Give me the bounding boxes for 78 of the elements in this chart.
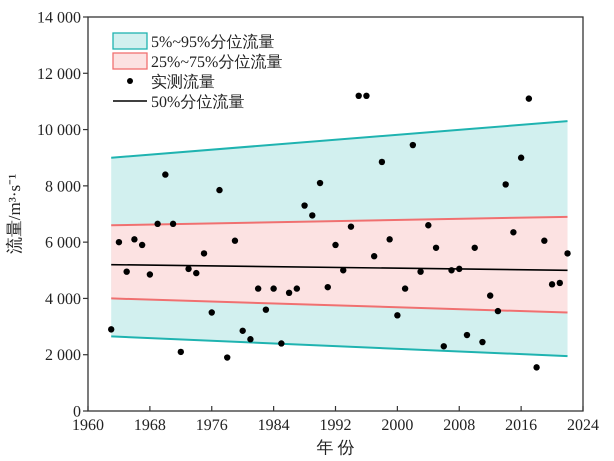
legend-label: 50%分位流量 bbox=[151, 93, 244, 111]
point bbox=[432, 244, 440, 251]
point bbox=[356, 92, 362, 99]
point bbox=[332, 242, 339, 248]
y-tick-label: 14 000 bbox=[37, 10, 81, 26]
point bbox=[541, 238, 548, 244]
point bbox=[556, 280, 563, 286]
point bbox=[533, 364, 540, 371]
point bbox=[116, 238, 122, 246]
point bbox=[548, 281, 556, 288]
point bbox=[494, 308, 502, 314]
point bbox=[239, 328, 246, 334]
y-tick-label: 12 000 bbox=[37, 66, 81, 83]
point bbox=[502, 181, 509, 188]
point bbox=[417, 268, 424, 275]
x-tick-label: 1984 bbox=[258, 417, 290, 434]
point bbox=[262, 306, 270, 313]
point bbox=[394, 312, 401, 319]
point bbox=[108, 326, 114, 333]
x-axis-title: 年 份 bbox=[316, 438, 355, 457]
x-tick-label: 1992 bbox=[320, 417, 352, 434]
point bbox=[410, 142, 416, 148]
point bbox=[440, 343, 447, 350]
point bbox=[123, 268, 130, 275]
point bbox=[247, 336, 254, 342]
point bbox=[472, 244, 478, 251]
point bbox=[518, 154, 524, 161]
point bbox=[208, 309, 215, 316]
y-tick-label: 10 000 bbox=[37, 122, 81, 140]
point bbox=[386, 236, 393, 243]
point bbox=[154, 220, 161, 228]
legend-label: 5%~95%分位流量 bbox=[151, 33, 274, 51]
point bbox=[193, 270, 200, 276]
x-tick-label: 1968 bbox=[134, 417, 166, 434]
point bbox=[200, 250, 208, 257]
legend-label: 实测流量 bbox=[151, 73, 215, 91]
point bbox=[363, 92, 370, 99]
point bbox=[138, 242, 146, 248]
point bbox=[301, 202, 308, 209]
y-tick-label: 2 000 bbox=[45, 347, 81, 364]
y-tick-label: 6 000 bbox=[45, 234, 81, 252]
point bbox=[294, 285, 300, 292]
point bbox=[486, 292, 494, 299]
point bbox=[286, 290, 292, 296]
point bbox=[402, 285, 408, 292]
x-tick-label: 2016 bbox=[505, 417, 538, 434]
point bbox=[510, 229, 517, 236]
point bbox=[309, 212, 316, 219]
point bbox=[170, 220, 176, 228]
point bbox=[178, 348, 184, 356]
point bbox=[348, 223, 354, 230]
point bbox=[479, 338, 486, 346]
y-tick-label: 8 000 bbox=[45, 178, 81, 196]
point bbox=[278, 340, 285, 347]
point bbox=[464, 332, 470, 338]
point bbox=[564, 250, 571, 257]
x-tick-label: 1976 bbox=[196, 417, 228, 434]
point bbox=[270, 285, 277, 292]
point bbox=[131, 236, 138, 243]
point bbox=[316, 180, 324, 186]
point bbox=[425, 222, 432, 228]
legend-label: 25%~75%分位流量 bbox=[151, 53, 282, 71]
point bbox=[146, 271, 154, 278]
point bbox=[162, 171, 169, 178]
y-axis-title: 流量/m³·s⁻¹ bbox=[5, 174, 24, 254]
point bbox=[224, 354, 230, 361]
x-tick-label: 2008 bbox=[443, 417, 476, 434]
point bbox=[324, 284, 331, 290]
point bbox=[378, 158, 386, 166]
x-tick-label: 2000 bbox=[381, 417, 414, 434]
x-tick-label: 2024 bbox=[567, 417, 599, 434]
point bbox=[370, 253, 378, 260]
point bbox=[232, 238, 238, 244]
y-tick-label: 4 000 bbox=[45, 290, 81, 308]
point bbox=[185, 266, 192, 272]
point bbox=[254, 285, 262, 292]
point bbox=[526, 95, 532, 102]
point bbox=[216, 186, 223, 194]
